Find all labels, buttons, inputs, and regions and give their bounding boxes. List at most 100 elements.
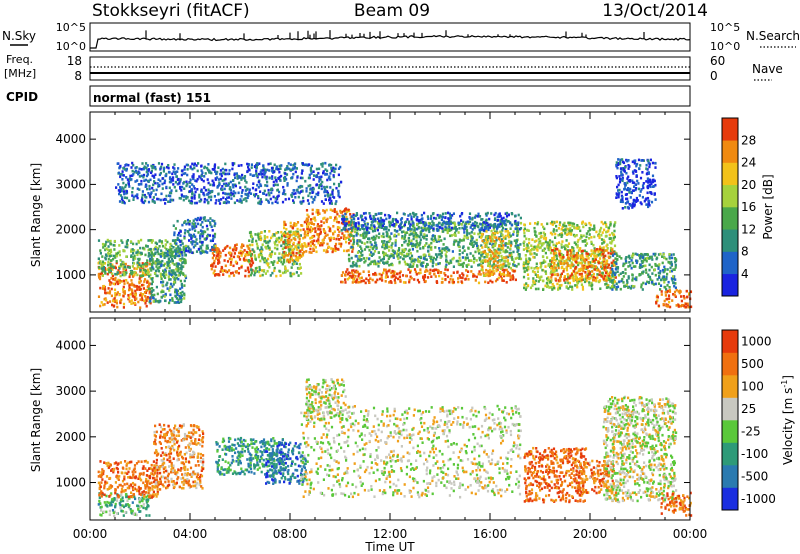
data-cell: [335, 220, 339, 224]
data-cell: [181, 286, 184, 289]
data-cell: [108, 254, 111, 258]
data-cell: [176, 219, 179, 223]
data-cell: [230, 258, 233, 261]
data-cell: [345, 210, 348, 214]
data-cell: [525, 286, 528, 289]
data-cell: [481, 239, 484, 243]
data-cell: [501, 229, 504, 232]
data-cell: [635, 164, 638, 168]
data-cell: [154, 298, 157, 301]
data-cell: [142, 283, 145, 287]
data-cell: [264, 272, 267, 275]
data-cell: [173, 185, 176, 189]
data-cell: [404, 233, 407, 237]
data-cell: [109, 283, 112, 286]
data-cell: [657, 253, 661, 256]
data-cell: [584, 274, 588, 278]
data-cell: [112, 299, 115, 303]
data-cell: [176, 233, 180, 237]
data-cell: [514, 227, 517, 231]
data-cell: [382, 243, 385, 247]
data-cell: [681, 303, 684, 307]
data-cell: [217, 253, 220, 256]
data-cell: [148, 262, 151, 266]
data-cell: [597, 250, 600, 253]
data-cell: [485, 255, 488, 259]
data-cell: [283, 234, 286, 238]
data-cell: [241, 244, 244, 247]
data-cell: [622, 281, 625, 284]
data-cell: [410, 215, 413, 219]
data-cell: [517, 262, 520, 266]
data-cell: [214, 248, 217, 252]
data-cell: [648, 165, 651, 169]
data-cell: [570, 233, 573, 236]
data-cell: [369, 262, 372, 266]
data-cell: [509, 234, 513, 238]
data-cell: [434, 253, 438, 256]
data-cell: [527, 229, 530, 232]
data-cell: [624, 202, 627, 205]
data-cell: [368, 212, 371, 215]
data-cell: [504, 237, 507, 240]
data-cell: [450, 234, 454, 237]
data-cell: [647, 275, 650, 278]
data-cell: [631, 279, 634, 282]
data-cell: [247, 274, 250, 278]
data-cell: [301, 253, 305, 257]
data-cell: [305, 245, 308, 248]
data-cell: [171, 259, 174, 263]
data-cell: [107, 248, 110, 252]
data-cell: [453, 233, 456, 236]
data-cell: [616, 285, 620, 289]
data-cell: [271, 175, 274, 178]
data-cell: [635, 196, 638, 200]
data-cell: [639, 176, 643, 180]
data-cell: [609, 280, 612, 283]
data-cell: [346, 229, 349, 232]
data-cell: [146, 279, 149, 283]
data-cell: [449, 220, 452, 223]
data-cell: [298, 191, 301, 195]
data-cell: [215, 199, 218, 202]
data-cell: [558, 254, 562, 257]
data-cell: [153, 272, 157, 275]
data-cell: [385, 274, 388, 277]
data-cell: [437, 239, 440, 243]
data-cell: [203, 237, 206, 241]
data-cell: [281, 271, 285, 275]
data-cell: [172, 275, 175, 279]
data-cell: [150, 241, 153, 244]
data-cell: [525, 282, 528, 285]
data-cell: [555, 263, 558, 267]
data-cell: [653, 192, 656, 195]
data-cell: [552, 230, 555, 233]
data-cell: [382, 235, 385, 239]
data-cell: [404, 239, 407, 243]
data-cell: [488, 248, 492, 252]
data-cell: [464, 277, 467, 281]
data-cell: [180, 251, 183, 254]
data-cell: [664, 268, 667, 271]
data-cell: [493, 213, 496, 217]
data-cell: [364, 226, 367, 229]
data-cell: [495, 236, 498, 240]
data-cell: [133, 249, 136, 252]
data-cell: [128, 287, 131, 290]
data-cell: [613, 235, 616, 239]
data-cell: [634, 188, 637, 192]
data-cell: [408, 256, 412, 260]
data-cell: [349, 275, 352, 278]
data-cell: [387, 214, 390, 217]
data-cell: [504, 212, 507, 215]
data-cell: [201, 220, 204, 224]
data-cell: [413, 228, 416, 232]
nsky-strip: N.Sky 10^5 10^0 10^5 10^0 N.Search: [2, 21, 800, 53]
data-cell: [337, 173, 340, 177]
data-cell: [485, 221, 488, 225]
data-cell: [382, 271, 385, 275]
data-cell: [140, 294, 144, 298]
data-cell: [660, 290, 663, 293]
data-cell: [309, 236, 312, 240]
